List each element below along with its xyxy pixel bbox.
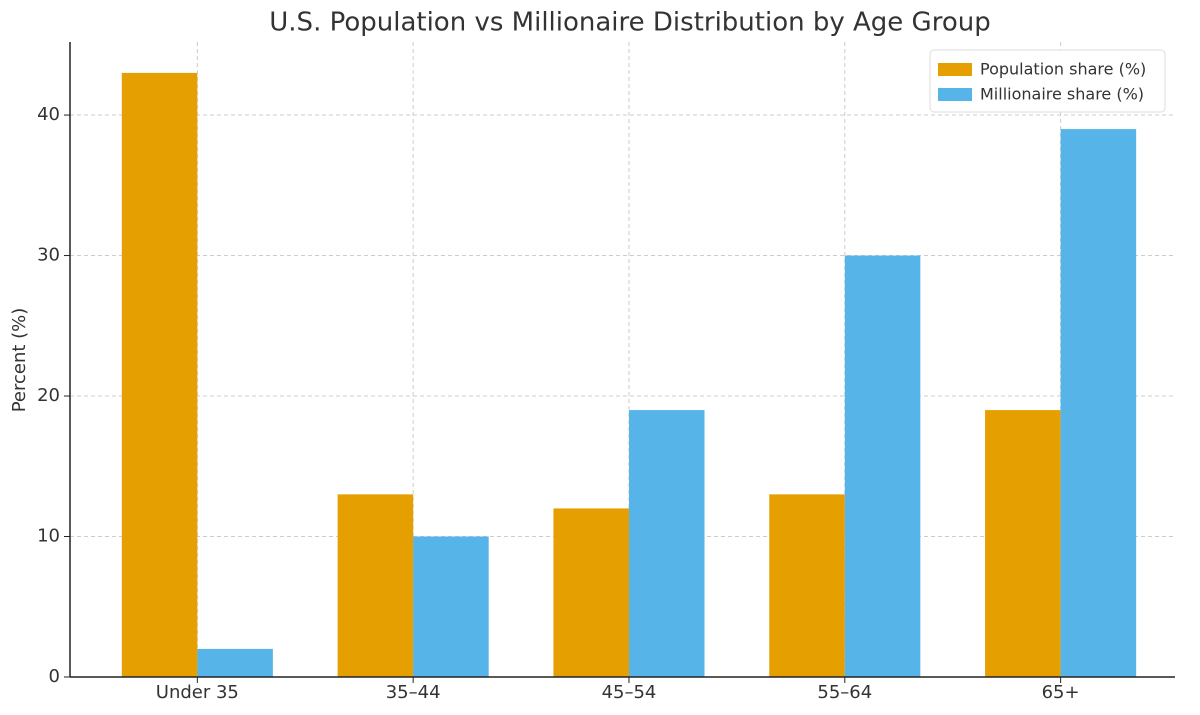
bar — [985, 410, 1061, 677]
bar — [769, 494, 845, 677]
x-tick-label: 45–54 — [602, 682, 657, 703]
y-tick-label: 10 — [37, 526, 60, 547]
y-tick-label: 30 — [37, 245, 60, 266]
legend-box — [929, 49, 1166, 113]
bar — [844, 255, 921, 677]
bar — [121, 72, 198, 677]
legend: Population share (%) Millionaire share (%… — [929, 49, 1166, 113]
legend-swatch — [938, 88, 972, 101]
bar — [1060, 129, 1137, 677]
y-tick-label: 0 — [49, 666, 60, 687]
legend-swatch — [938, 63, 972, 76]
bar — [197, 648, 273, 677]
y-axis-label: Percent (%) — [9, 308, 30, 413]
bar — [337, 494, 414, 677]
y-tick-label: 20 — [37, 385, 60, 406]
x-tick-label: 65+ — [1042, 682, 1080, 703]
x-tick-label: 55–64 — [817, 682, 872, 703]
bar — [413, 536, 489, 677]
y-tick-label: 40 — [37, 104, 60, 125]
legend-label: Millionaire share (%) — [980, 85, 1144, 104]
legend-label: Population share (%) — [980, 60, 1146, 79]
x-tick-label: 35–44 — [386, 682, 441, 703]
bar — [553, 508, 629, 677]
chart-title: U.S. Population vs Millionaire Distribut… — [269, 8, 990, 38]
bar — [628, 410, 705, 677]
x-tick-label: Under 35 — [156, 682, 239, 703]
